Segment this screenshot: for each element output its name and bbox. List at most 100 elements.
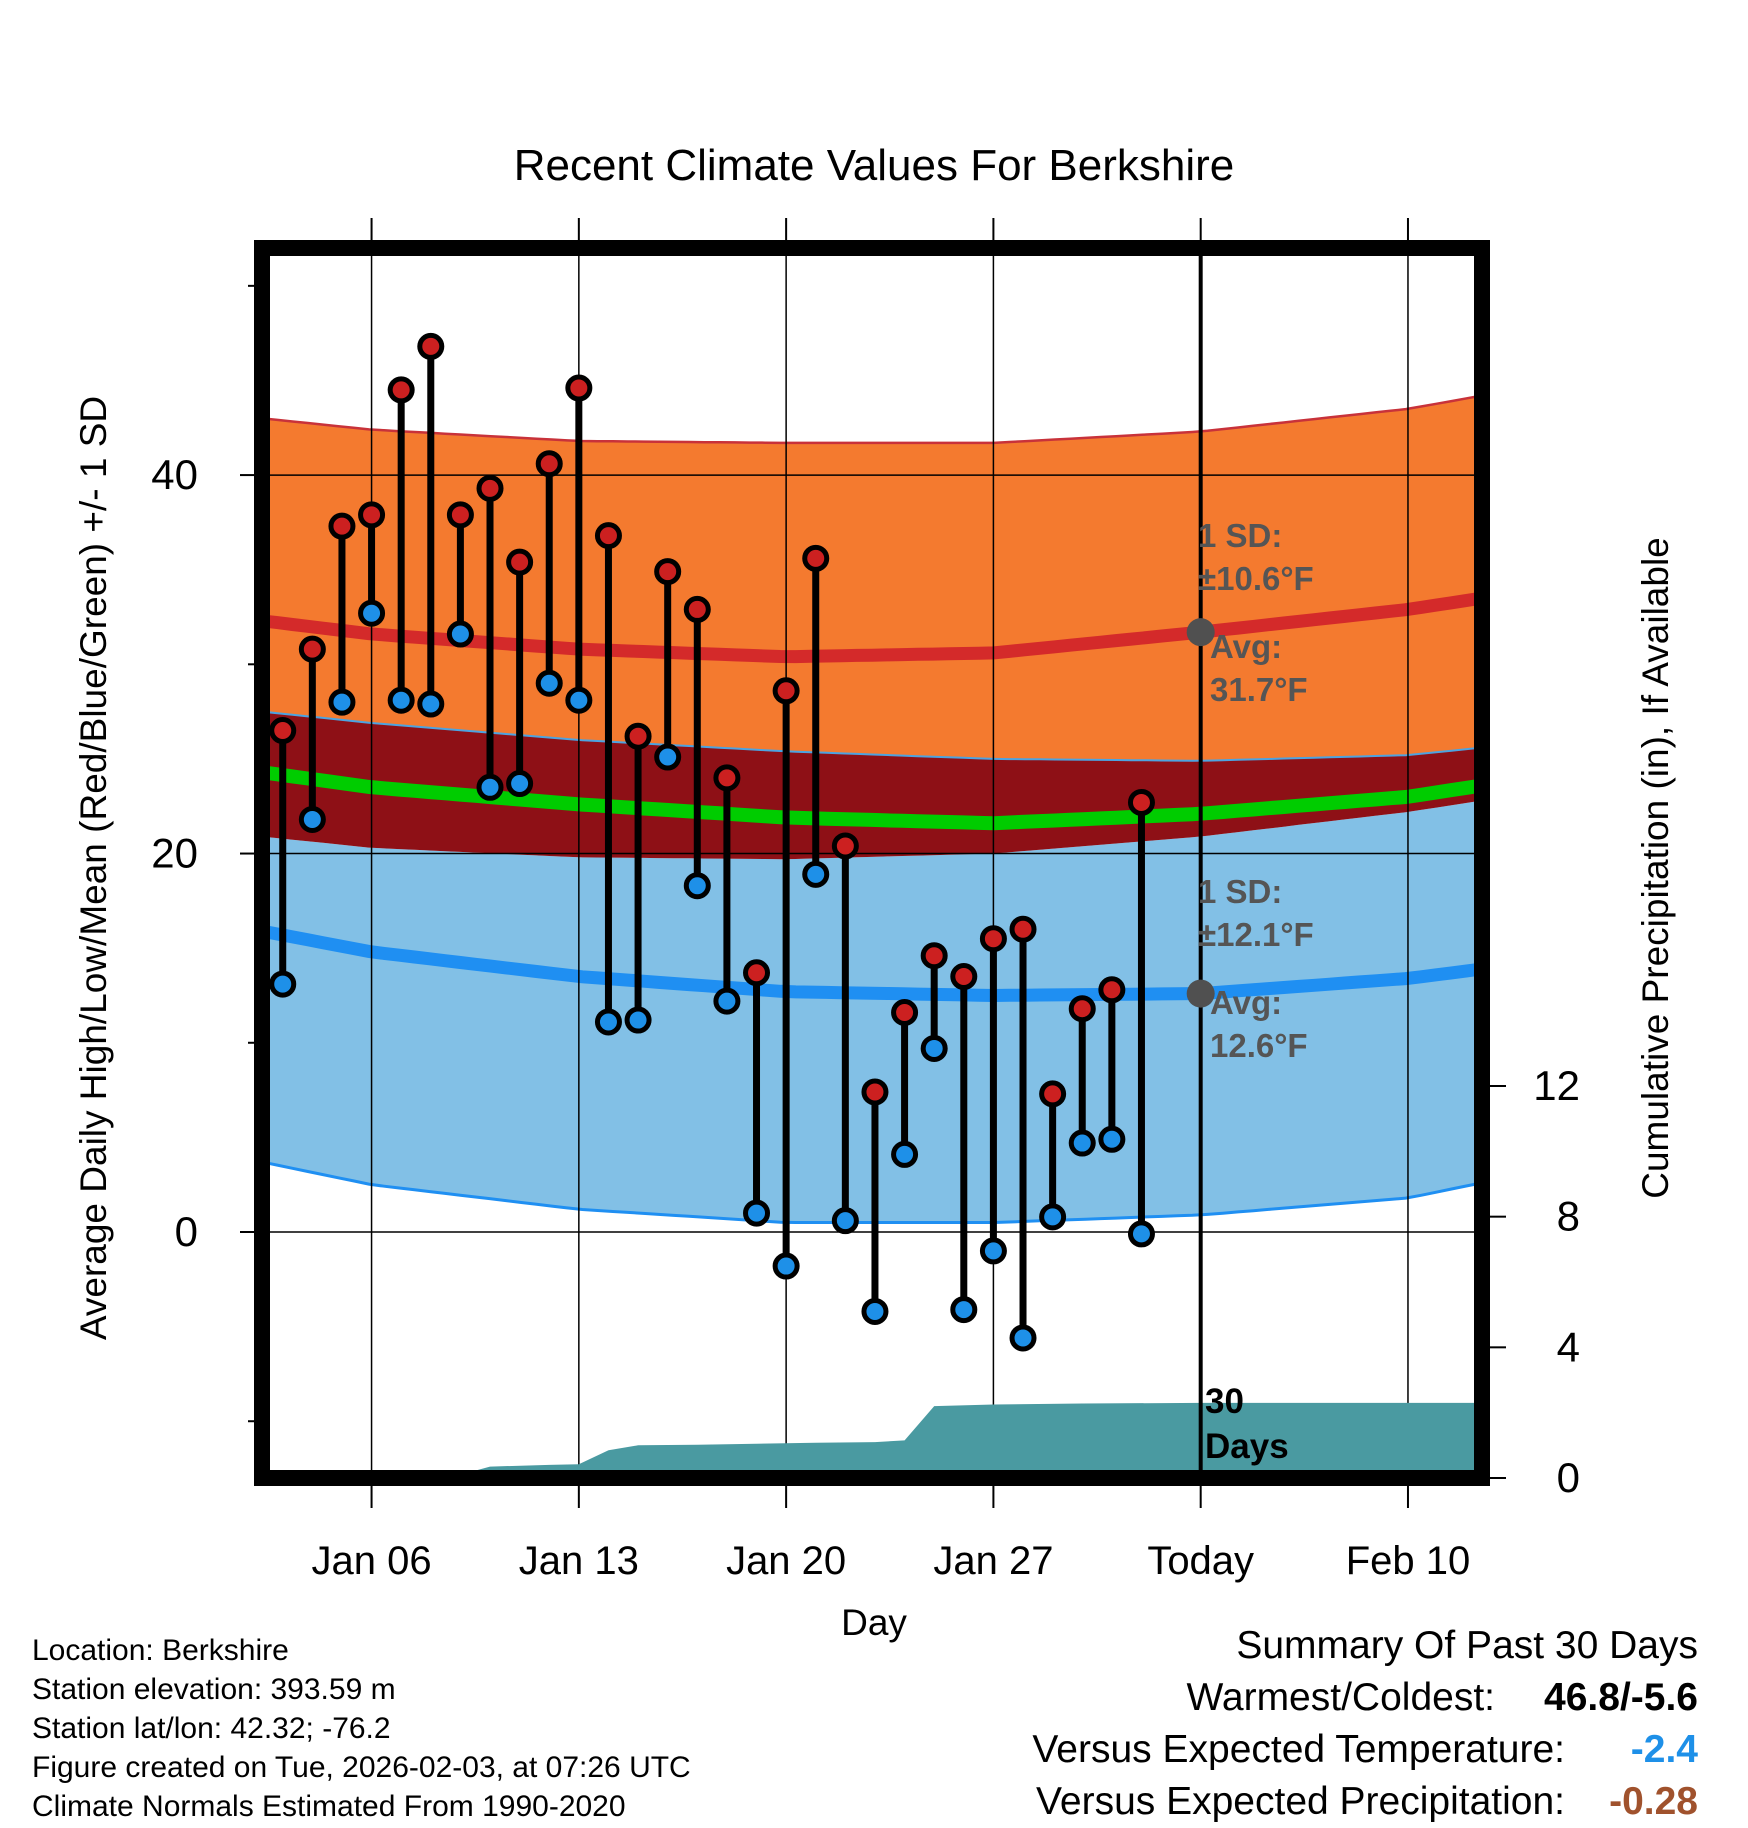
y2-tick-label: 12 bbox=[1533, 1062, 1580, 1109]
x-tick-label: Jan 13 bbox=[519, 1539, 639, 1583]
y-tick-label: 20 bbox=[151, 830, 198, 877]
y2-axis-label: Cumulative Precipitation (in), If Availa… bbox=[1635, 537, 1676, 1199]
daily-low-marker bbox=[861, 1297, 889, 1325]
x-tick-label: Today bbox=[1147, 1539, 1254, 1583]
temp-vs-expected-value: -2.4 bbox=[1631, 1728, 1699, 1771]
mean-average-line bbox=[270, 766, 1474, 831]
daily-high-marker bbox=[594, 522, 622, 550]
daily-low-marker bbox=[920, 1034, 948, 1062]
high-avg-value: 31.7°F bbox=[1210, 671, 1308, 708]
daily-low-marker bbox=[654, 743, 682, 771]
summary-title: Summary Of Past 30 Days bbox=[1236, 1624, 1698, 1667]
elevation-text: Station elevation: 393.59 m bbox=[32, 1673, 396, 1706]
x-tick-label: Feb 10 bbox=[1346, 1539, 1471, 1583]
low-sd-value: ±12.1°F bbox=[1198, 916, 1314, 953]
cumulative-precipitation-area bbox=[477, 1402, 1474, 1470]
daily-low-marker bbox=[891, 1140, 919, 1168]
low-avg-label: Avg: bbox=[1210, 984, 1282, 1021]
daily-low-marker bbox=[979, 1237, 1007, 1265]
normals-text: Climate Normals Estimated From 1990-2020 bbox=[32, 1790, 626, 1823]
x-tick-label: Jan 27 bbox=[933, 1539, 1053, 1583]
y2-tick-label: 4 bbox=[1557, 1323, 1580, 1370]
y2-tick-label: 8 bbox=[1557, 1193, 1580, 1240]
warmest-coldest-label: Warmest/Coldest: bbox=[1187, 1676, 1495, 1719]
daily-high-marker bbox=[298, 635, 326, 663]
today-high-average-marker bbox=[1186, 618, 1215, 647]
high-sd-band bbox=[270, 397, 1474, 761]
daily-high-marker bbox=[713, 764, 741, 792]
window-days-number: 30 bbox=[1205, 1382, 1244, 1421]
daily-high-marker bbox=[358, 501, 386, 529]
daily-low-marker bbox=[476, 773, 504, 801]
x-tick-label: Jan 20 bbox=[726, 1539, 846, 1583]
latlon-text: Station lat/lon: 42.32; -76.2 bbox=[32, 1712, 391, 1745]
daily-high-marker bbox=[624, 722, 652, 750]
daily-low-marker bbox=[772, 1252, 800, 1280]
daily-low-marker bbox=[270, 970, 297, 998]
daily-low-marker bbox=[535, 669, 563, 697]
daily-low-marker bbox=[417, 690, 445, 718]
daily-high-marker bbox=[565, 374, 593, 402]
daily-low-marker bbox=[950, 1296, 978, 1324]
low-sd-band bbox=[270, 801, 1474, 1223]
daily-low-marker bbox=[328, 688, 356, 716]
daily-high-marker bbox=[920, 942, 948, 970]
daily-low-marker bbox=[358, 599, 386, 627]
daily-low-marker bbox=[1127, 1220, 1155, 1248]
high-upper-edge bbox=[270, 395, 1474, 445]
daily-low-marker bbox=[683, 872, 711, 900]
daily-high-marker bbox=[270, 717, 297, 745]
today-low-average-marker bbox=[1186, 979, 1215, 1008]
daily-low-marker bbox=[1098, 1125, 1126, 1153]
daily-low-marker bbox=[713, 987, 741, 1015]
y-tick-label: 40 bbox=[151, 451, 198, 498]
daily-high-marker bbox=[328, 512, 356, 540]
daily-high-marker bbox=[1127, 788, 1155, 816]
daily-low-marker bbox=[624, 1006, 652, 1034]
window-days-label: Days bbox=[1205, 1427, 1289, 1466]
daily-high-marker bbox=[535, 450, 563, 478]
daily-low-marker bbox=[1009, 1324, 1037, 1352]
low-avg-value: 12.6°F bbox=[1210, 1027, 1308, 1064]
precip-vs-expected-label: Versus Expected Precipitation: bbox=[1036, 1780, 1565, 1823]
daily-low-marker bbox=[594, 1008, 622, 1036]
high-sd-value: ±10.6°F bbox=[1198, 560, 1314, 597]
summary-panel: Summary Of Past 30 Days Warmest/Coldest:… bbox=[1032, 1624, 1698, 1823]
warmest-coldest-value: 46.8/-5.6 bbox=[1544, 1676, 1698, 1719]
daily-high-marker bbox=[1039, 1080, 1067, 1108]
high-lower-edge bbox=[270, 711, 1474, 762]
created-text: Figure created on Tue, 2026-02-03, at 07… bbox=[32, 1751, 691, 1784]
daily-high-marker bbox=[476, 474, 504, 502]
daily-high-marker bbox=[831, 832, 859, 860]
daily-low-marker bbox=[446, 620, 474, 648]
daily-high-marker bbox=[891, 998, 919, 1026]
daily-high-marker bbox=[802, 544, 830, 572]
plot-interior: 1 SD: ±10.6°F Avg: 31.7°F 1 SD: ±12.1°F Avg: 12… bbox=[270, 248, 1474, 1470]
location-text: Location: Berkshire bbox=[32, 1634, 289, 1667]
daily-high-marker bbox=[506, 548, 534, 576]
daily-low-marker bbox=[506, 770, 534, 798]
daily-low-marker bbox=[802, 860, 830, 888]
daily-low-marker bbox=[1039, 1203, 1067, 1231]
high-avg-label: Avg: bbox=[1210, 628, 1282, 665]
daily-low-marker bbox=[1068, 1129, 1096, 1157]
daily-low-marker bbox=[743, 1199, 771, 1227]
daily-high-marker bbox=[446, 501, 474, 529]
daily-high-marker bbox=[1098, 976, 1126, 1004]
daily-high-marker bbox=[772, 677, 800, 705]
temp-vs-expected-label: Versus Expected Temperature: bbox=[1032, 1728, 1565, 1771]
daily-high-marker bbox=[654, 558, 682, 586]
precip-vs-expected-value: -0.28 bbox=[1609, 1780, 1698, 1823]
daily-high-marker bbox=[417, 332, 445, 360]
daily-high-marker bbox=[979, 925, 1007, 953]
y2-tick-label: 0 bbox=[1557, 1454, 1580, 1501]
x-tick-label: Jan 06 bbox=[312, 1539, 432, 1583]
daily-low-marker bbox=[831, 1207, 859, 1235]
chart-title: Recent Climate Values For Berkshire bbox=[514, 141, 1235, 190]
daily-low-marker bbox=[565, 686, 593, 714]
daily-high-marker bbox=[1068, 995, 1096, 1023]
daily-high-marker bbox=[1009, 915, 1037, 943]
daily-high-marker bbox=[683, 595, 711, 623]
daily-high-marker bbox=[950, 963, 978, 991]
